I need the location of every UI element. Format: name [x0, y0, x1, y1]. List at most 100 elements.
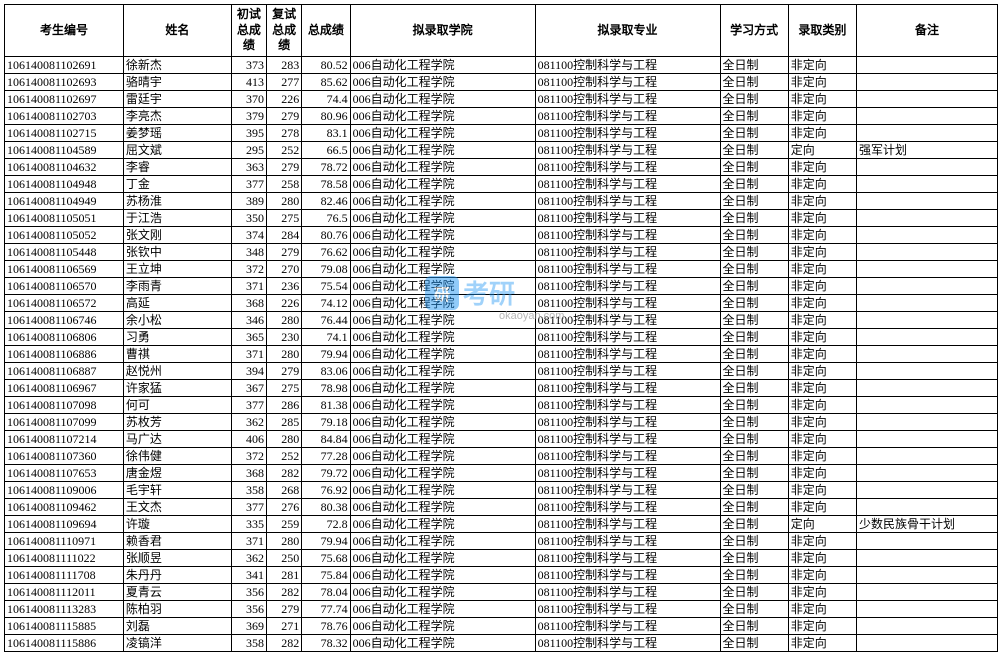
- cell-note: [857, 209, 998, 226]
- cell-college: 006自动化工程学院: [350, 226, 535, 243]
- cell-mode: 全日制: [720, 226, 788, 243]
- cell-college: 006自动化工程学院: [350, 532, 535, 549]
- cell-total: 83.1: [302, 124, 350, 141]
- cell-id: 106140081106967: [5, 379, 124, 396]
- cell-major: 081100控制科学与工程: [535, 566, 720, 583]
- cell-type: 非定向: [788, 158, 856, 175]
- cell-id: 106140081109006: [5, 481, 124, 498]
- table-row: 106140081104948丁金37725878.58006自动化工程学院08…: [5, 175, 998, 192]
- cell-type: 非定向: [788, 124, 856, 141]
- cell-type: 非定向: [788, 294, 856, 311]
- cell-type: 非定向: [788, 583, 856, 600]
- cell-total: 78.72: [302, 158, 350, 175]
- cell-name: 张顺昱: [123, 549, 231, 566]
- cell-major: 081100控制科学与工程: [535, 294, 720, 311]
- table-row: 106140081105448张钦中34827976.62006自动化工程学院0…: [5, 243, 998, 260]
- cell-name: 赖香君: [123, 532, 231, 549]
- cell-name: 马广达: [123, 430, 231, 447]
- table-row: 106140081111022张顺昱36225075.68006自动化工程学院0…: [5, 549, 998, 566]
- cell-name: 屈文斌: [123, 141, 231, 158]
- cell-mode: 全日制: [720, 464, 788, 481]
- cell-name: 王立坤: [123, 260, 231, 277]
- cell-major: 081100控制科学与工程: [535, 243, 720, 260]
- cell-total: 79.18: [302, 413, 350, 430]
- cell-id: 106140081109694: [5, 515, 124, 532]
- cell-id: 106140081102693: [5, 73, 124, 90]
- cell-note: [857, 175, 998, 192]
- cell-note: [857, 158, 998, 175]
- cell-major: 081100控制科学与工程: [535, 532, 720, 549]
- cell-s2: 280: [266, 311, 301, 328]
- cell-s1: 406: [231, 430, 266, 447]
- cell-note: [857, 566, 998, 583]
- cell-type: 非定向: [788, 277, 856, 294]
- cell-s2: 279: [266, 362, 301, 379]
- cell-total: 84.84: [302, 430, 350, 447]
- cell-mode: 全日制: [720, 209, 788, 226]
- cell-mode: 全日制: [720, 328, 788, 345]
- cell-s1: 362: [231, 413, 266, 430]
- cell-id: 106140081106806: [5, 328, 124, 345]
- cell-name: 唐金煜: [123, 464, 231, 481]
- cell-s1: 346: [231, 311, 266, 328]
- cell-type: 非定向: [788, 430, 856, 447]
- cell-name: 张文刚: [123, 226, 231, 243]
- cell-note: [857, 73, 998, 90]
- cell-s2: 226: [266, 294, 301, 311]
- cell-college: 006自动化工程学院: [350, 124, 535, 141]
- cell-type: 非定向: [788, 73, 856, 90]
- table-body: 106140081102691徐新杰37328380.52006自动化工程学院0…: [5, 56, 998, 651]
- cell-type: 非定向: [788, 549, 856, 566]
- cell-name: 李亮杰: [123, 107, 231, 124]
- cell-major: 081100控制科学与工程: [535, 396, 720, 413]
- cell-college: 006自动化工程学院: [350, 345, 535, 362]
- cell-major: 081100控制科学与工程: [535, 583, 720, 600]
- cell-id: 106140081111708: [5, 566, 124, 583]
- cell-mode: 全日制: [720, 107, 788, 124]
- cell-major: 081100控制科学与工程: [535, 549, 720, 566]
- cell-id: 106140081102715: [5, 124, 124, 141]
- col-header-type: 录取类别: [788, 5, 856, 57]
- cell-id: 106140081109462: [5, 498, 124, 515]
- cell-mode: 全日制: [720, 413, 788, 430]
- cell-mode: 全日制: [720, 56, 788, 73]
- cell-note: [857, 90, 998, 107]
- cell-name: 苏枚芳: [123, 413, 231, 430]
- cell-name: 李睿: [123, 158, 231, 175]
- cell-mode: 全日制: [720, 481, 788, 498]
- cell-college: 006自动化工程学院: [350, 328, 535, 345]
- cell-major: 081100控制科学与工程: [535, 175, 720, 192]
- table-row: 106140081105052张文刚37428480.76006自动化工程学院0…: [5, 226, 998, 243]
- cell-major: 081100控制科学与工程: [535, 413, 720, 430]
- cell-s2: 281: [266, 566, 301, 583]
- col-header-total: 总成绩: [302, 5, 350, 57]
- cell-s2: 258: [266, 175, 301, 192]
- cell-s2: 268: [266, 481, 301, 498]
- cell-s2: 250: [266, 549, 301, 566]
- cell-s1: 369: [231, 617, 266, 634]
- cell-note: [857, 294, 998, 311]
- cell-college: 006自动化工程学院: [350, 141, 535, 158]
- cell-major: 081100控制科学与工程: [535, 345, 720, 362]
- cell-s1: 379: [231, 107, 266, 124]
- cell-type: 非定向: [788, 192, 856, 209]
- cell-note: [857, 243, 998, 260]
- cell-s1: 368: [231, 294, 266, 311]
- cell-total: 81.38: [302, 396, 350, 413]
- cell-type: 非定向: [788, 345, 856, 362]
- col-header-mode: 学习方式: [720, 5, 788, 57]
- cell-name: 刘磊: [123, 617, 231, 634]
- cell-id: 106140081107098: [5, 396, 124, 413]
- cell-id: 106140081105052: [5, 226, 124, 243]
- cell-id: 106140081111022: [5, 549, 124, 566]
- cell-name: 习勇: [123, 328, 231, 345]
- cell-major: 081100控制科学与工程: [535, 141, 720, 158]
- cell-note: [857, 413, 998, 430]
- cell-major: 081100控制科学与工程: [535, 515, 720, 532]
- cell-s2: 284: [266, 226, 301, 243]
- cell-type: 非定向: [788, 107, 856, 124]
- table-row: 106140081102703李亮杰37927980.96006自动化工程学院0…: [5, 107, 998, 124]
- table-row: 106140081111708朱丹丹34128175.84006自动化工程学院0…: [5, 566, 998, 583]
- cell-id: 106140081104589: [5, 141, 124, 158]
- cell-id: 106140081106569: [5, 260, 124, 277]
